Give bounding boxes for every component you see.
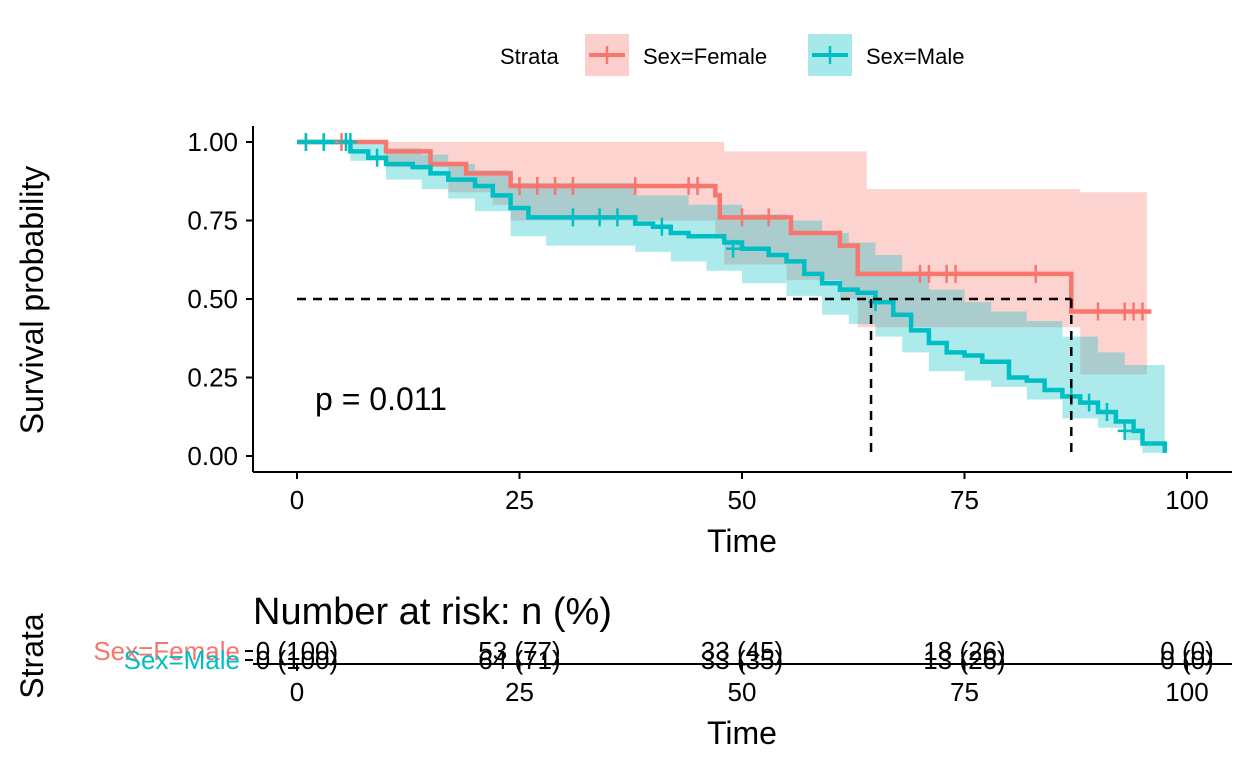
risk-row-label-female: Sex=Female bbox=[93, 636, 240, 666]
risk-cell-female-1: 53 (77) bbox=[478, 636, 560, 666]
legend-label-female: Sex=Female bbox=[643, 44, 767, 69]
censor-mark-male-6 bbox=[592, 208, 607, 227]
censor-mark-male-14 bbox=[1117, 421, 1132, 440]
censor-mark-female-2 bbox=[512, 176, 527, 195]
y-tick-label-2: 0.50 bbox=[187, 284, 238, 314]
survival-plot: 0.00 0.25 0.50 0.75 1.00 0 25 50 75 100 p = 0.01… bbox=[14, 126, 1232, 559]
x-tick-label-4: 100 bbox=[1165, 485, 1208, 515]
confidence-band-male bbox=[297, 142, 1165, 456]
censor-mark-female-16 bbox=[1091, 302, 1105, 321]
risk-cell-female-4: 0 (0) bbox=[1160, 636, 1213, 666]
risk-x-tick-label-3: 75 bbox=[950, 677, 979, 707]
risk-table-title: Number at risk: n (%) bbox=[253, 591, 612, 633]
y-tick-label-0: 0.00 bbox=[187, 441, 238, 471]
risk-cell-female-2: 33 (45) bbox=[701, 636, 783, 666]
risk-cell-female-0: 0 (100) bbox=[256, 636, 338, 666]
x-ticks: 0 25 50 75 100 bbox=[290, 472, 1209, 515]
survival-curves bbox=[297, 139, 1167, 453]
risk-x-tick-label-1: 25 bbox=[505, 677, 534, 707]
censor-mark-male-4 bbox=[370, 148, 385, 167]
x-tick-label-0: 0 bbox=[290, 485, 304, 515]
censor-mark-male-9 bbox=[726, 239, 741, 258]
x-tick-label-1: 25 bbox=[505, 485, 534, 515]
censor-mark-male-7 bbox=[610, 208, 625, 227]
censor-mark-male-12 bbox=[1082, 393, 1097, 412]
legend: Strata Sex=Female Sex=Male bbox=[500, 34, 964, 76]
legend-label-male: Sex=Male bbox=[866, 44, 964, 69]
censor-mark-male-0 bbox=[298, 133, 313, 151]
y-ticks: 0.00 0.25 0.50 0.75 1.00 bbox=[187, 127, 253, 471]
risk-x-tick-label-0: 0 bbox=[290, 677, 304, 707]
median-lines bbox=[297, 297, 1073, 456]
y-axis-title: Survival probability bbox=[14, 166, 50, 435]
censor-mark-female-8 bbox=[690, 176, 705, 195]
censor-mark-female-6 bbox=[628, 176, 643, 195]
risk-table-rows: Sex=Female 0 (100) 53 (77) 33 (45) 18 (26) 0 … bbox=[93, 636, 1213, 675]
censor-mark-female-10 bbox=[761, 208, 776, 227]
censor-mark-female-5 bbox=[565, 176, 580, 195]
risk-x-axis-title: Time bbox=[707, 715, 777, 751]
censor-mark-male-3 bbox=[343, 133, 358, 151]
censor-mark-male-8 bbox=[654, 217, 669, 236]
legend-item-male: Sex=Male bbox=[808, 34, 964, 76]
censor-mark-female-4 bbox=[548, 176, 563, 195]
legend-title: Strata bbox=[500, 44, 559, 69]
censor-mark-female-14 bbox=[948, 264, 963, 283]
risk-x-tick-label-4: 100 bbox=[1165, 677, 1208, 707]
survival-curve-male bbox=[297, 139, 1167, 453]
censor-mark-male-13 bbox=[1099, 403, 1114, 422]
legend-item-female: Sex=Female bbox=[585, 34, 767, 76]
risk-x-ticks: 0 25 50 75 100 bbox=[290, 664, 1209, 707]
risk-row-label-male: Sex=Male bbox=[124, 645, 240, 675]
censor-mark-female-15 bbox=[1028, 264, 1043, 283]
survival-curve-female bbox=[297, 139, 1152, 314]
x-axis-title: Time bbox=[707, 523, 777, 559]
y-tick-label-4: 1.00 bbox=[187, 127, 238, 157]
y-tick-label-3: 0.75 bbox=[187, 206, 238, 236]
censor-mark-female-3 bbox=[530, 176, 545, 195]
risk-x-tick-label-2: 50 bbox=[728, 677, 757, 707]
y-tick-label-1: 0.25 bbox=[187, 363, 238, 393]
x-tick-label-2: 50 bbox=[728, 485, 757, 515]
censor-mark-female-12 bbox=[921, 264, 936, 283]
risk-table: Number at risk: n (%) Sex=Female 0 (100) 5… bbox=[14, 591, 1232, 751]
risk-cell-female-3: 18 (26) bbox=[923, 636, 1005, 666]
x-tick-label-3: 75 bbox=[950, 485, 979, 515]
censor-mark-female-19 bbox=[1135, 302, 1150, 321]
censor-mark-male-1 bbox=[316, 133, 331, 151]
censor-mark-male-5 bbox=[565, 208, 580, 227]
risk-y-axis-title: Strata bbox=[14, 613, 50, 699]
p-value-annotation: p = 0.011 bbox=[315, 381, 447, 417]
censor-mark-female-9 bbox=[735, 208, 749, 227]
